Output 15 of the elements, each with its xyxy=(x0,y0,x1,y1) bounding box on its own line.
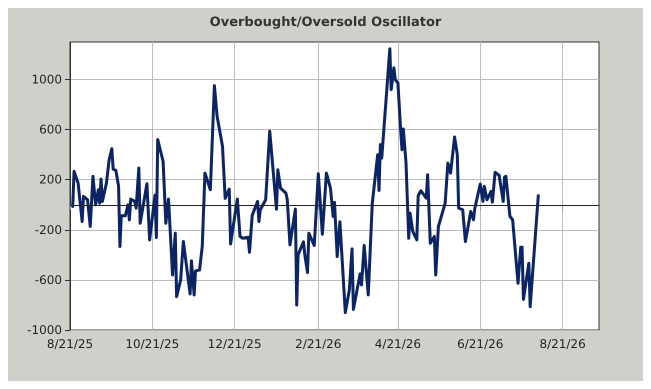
y-tick-label: 1000 xyxy=(31,72,62,87)
line-series xyxy=(71,47,540,314)
y-tick-label: -200 xyxy=(34,222,62,237)
x-tick-label: 8/21/26 xyxy=(539,337,586,351)
x-tick-label: 8/21/25 xyxy=(46,337,94,351)
x-tick-label: 6/21/26 xyxy=(457,337,504,351)
y-tick-label: 600 xyxy=(39,122,62,137)
x-tick-label: 10/21/25 xyxy=(125,337,180,351)
y-tick-label: -600 xyxy=(34,272,62,287)
y-tick-label: -1000 xyxy=(27,323,62,337)
x-tick-label: 4/21/26 xyxy=(374,337,422,351)
chart-title: Overbought/Oversold Oscillator xyxy=(210,15,442,30)
y-tick-label: 200 xyxy=(39,172,62,187)
x-tick-label: 12/21/25 xyxy=(208,337,262,351)
x-tick-label: 2/21/26 xyxy=(295,337,342,351)
